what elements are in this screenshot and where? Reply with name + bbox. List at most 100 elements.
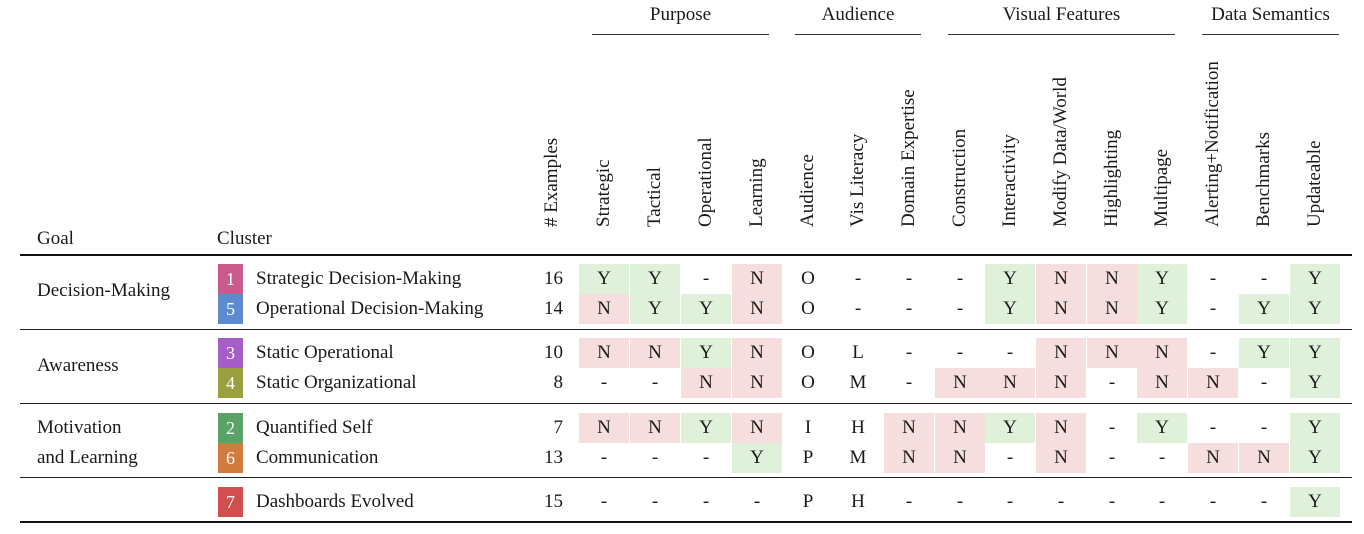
cluster-name: Communication (256, 447, 379, 468)
table-cell-vis-literacy: M (849, 447, 867, 468)
table-cell-benchmarks: - (1260, 491, 1268, 512)
table-cell-alerting-notification: - (1209, 298, 1217, 319)
examples-count: 13 (544, 447, 563, 468)
table-cell-operational: N (681, 368, 731, 398)
cluster-name: Strategic Decision-Making (256, 268, 462, 289)
table-cell-highlighting: - (1108, 447, 1116, 468)
cluster-name: Operational Decision-Making (256, 298, 484, 319)
table-cell-modify-data-world: N (1036, 368, 1086, 398)
cluster-column-header: Cluster (217, 228, 272, 249)
table-cell-audience: O (801, 268, 815, 289)
table-cell-alerting-notification: N (1188, 368, 1238, 398)
table-cell-construction: - (956, 268, 964, 289)
group-purpose-underline (592, 34, 769, 35)
table-cell-learning: N (732, 368, 782, 398)
examples-count: 15 (544, 491, 563, 512)
table-cell-vis-literacy: M (849, 372, 867, 393)
table-cell-learning: - (753, 491, 761, 512)
table-cell-tactical: - (651, 372, 659, 393)
table-cell-interactivity: - (1006, 491, 1014, 512)
table-cell-interactivity: N (985, 368, 1035, 398)
cluster-number-badge: 7 (218, 487, 243, 517)
table-cell-audience: I (804, 417, 812, 438)
cluster-name: Dashboards Evolved (256, 491, 414, 512)
cluster-name: Quantified Self (256, 417, 373, 438)
cluster-number-badge: 5 (218, 294, 243, 324)
table-cell-construction: N (935, 368, 985, 398)
table-cell-benchmarks: - (1260, 372, 1268, 393)
table-cell-strategic: N (579, 413, 629, 443)
section-rule-3 (20, 477, 1352, 478)
cluster-name: Static Organizational (256, 372, 417, 393)
table-cell-audience: P (802, 491, 814, 512)
table-cell-updateable: Y (1290, 294, 1340, 324)
table-cell-domain-expertise: - (905, 268, 913, 289)
table-cell-highlighting: - (1108, 491, 1116, 512)
table-cell-interactivity: Y (985, 294, 1035, 324)
cluster-number-badge: 4 (218, 368, 243, 398)
table-cell-operational: - (702, 268, 710, 289)
table-cell-audience: O (801, 372, 815, 393)
table-cell-interactivity: Y (985, 264, 1035, 294)
table-cell-tactical: N (630, 338, 680, 368)
group-data-semantics-header: Data Semantics (1211, 4, 1330, 25)
table-cell-vis-literacy: H (851, 491, 865, 512)
table-cell-benchmarks: Y (1239, 338, 1289, 368)
table-cell-operational: Y (681, 338, 731, 368)
table-cell-learning: N (732, 264, 782, 294)
examples-count: 8 (553, 372, 564, 393)
table-cell-updateable: Y (1290, 338, 1340, 368)
table-cell-tactical: Y (630, 294, 680, 324)
table-cell-updateable: Y (1290, 413, 1340, 443)
table-cell-benchmarks: N (1239, 443, 1289, 473)
table-cell-multipage: N (1137, 368, 1187, 398)
table-cell-updateable: Y (1290, 443, 1340, 473)
table-cell-alerting-notification: - (1209, 491, 1217, 512)
table-cell-audience: O (801, 298, 815, 319)
examples-count: 14 (544, 298, 563, 319)
group-purpose-header: Purpose (649, 4, 712, 25)
table-cell-alerting-notification: N (1188, 443, 1238, 473)
table-cell-alerting-notification: - (1209, 417, 1217, 438)
table-cell-domain-expertise: N (884, 413, 934, 443)
group-data-semantics-underline (1202, 34, 1339, 35)
table-cell-operational: Y (681, 294, 731, 324)
cluster-name: Static Operational (256, 342, 394, 363)
table-cell-vis-literacy: L (852, 342, 864, 363)
table-cell-modify-data-world: - (1057, 491, 1065, 512)
cluster-number-badge: 1 (218, 264, 243, 294)
table-cell-domain-expertise: - (905, 298, 913, 319)
examples-count: 16 (544, 268, 563, 289)
group-visual-features-header: Visual Features (1002, 4, 1121, 25)
table-cell-domain-expertise: - (905, 372, 913, 393)
cluster-number-badge: 2 (218, 413, 243, 443)
table-cell-operational: Y (681, 413, 731, 443)
table-cell-vis-literacy: H (851, 417, 865, 438)
table-cell-strategic: - (600, 447, 608, 468)
table-cell-modify-data-world: N (1036, 338, 1086, 368)
section-rule-2 (20, 403, 1352, 404)
table-cell-tactical: Y (630, 264, 680, 294)
table-cell-learning: N (732, 338, 782, 368)
table-cell-audience: P (802, 447, 814, 468)
cluster-number-badge: 6 (218, 443, 243, 473)
table-cell-updateable: Y (1290, 368, 1340, 398)
table-cell-tactical: - (651, 447, 659, 468)
table-cell-construction: - (956, 298, 964, 319)
table-cell-domain-expertise: - (905, 342, 913, 363)
header-rule (20, 254, 1352, 256)
table-cell-multipage: N (1137, 338, 1187, 368)
table-cell-benchmarks: Y (1239, 294, 1289, 324)
table-cell-alerting-notification: - (1209, 268, 1217, 289)
table-cell-updateable: Y (1290, 264, 1340, 294)
table-cell-operational: - (702, 491, 710, 512)
table-cell-strategic: - (600, 491, 608, 512)
table-cell-strategic: N (579, 294, 629, 324)
table-cell-modify-data-world: N (1036, 443, 1086, 473)
table-cell-updateable: Y (1290, 487, 1340, 517)
table-cell-interactivity: - (1006, 447, 1014, 468)
table-cell-highlighting: - (1108, 417, 1116, 438)
table-cell-interactivity: - (1006, 342, 1014, 363)
table-cell-strategic: - (600, 372, 608, 393)
table-cell-tactical: N (630, 413, 680, 443)
